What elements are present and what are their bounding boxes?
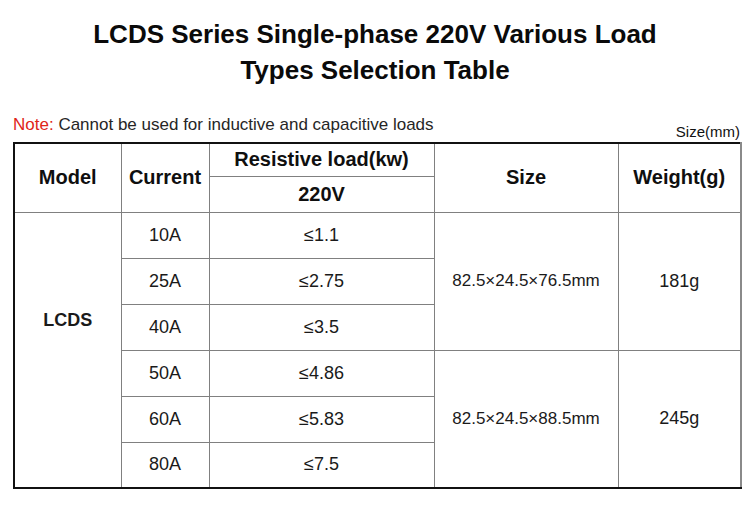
load-cell: ≤5.83 bbox=[209, 396, 434, 442]
current-cell: 80A bbox=[121, 442, 209, 488]
load-cell: ≤3.5 bbox=[209, 304, 434, 350]
current-cell: 50A bbox=[121, 350, 209, 396]
table-row: LCDS 10A ≤1.1 82.5×24.5×76.5mm 181g bbox=[14, 212, 741, 258]
current-cell: 40A bbox=[121, 304, 209, 350]
header-voltage: 220V bbox=[209, 176, 434, 212]
header-resistive-load: Resistive load(kw) bbox=[209, 143, 434, 176]
note-text: Cannot be used for inductive and capacit… bbox=[58, 115, 433, 134]
load-cell: ≤2.75 bbox=[209, 258, 434, 304]
header-row: Model Current Resistive load(kw) Size We… bbox=[14, 143, 741, 176]
load-cell: ≤7.5 bbox=[209, 442, 434, 488]
current-cell: 60A bbox=[121, 396, 209, 442]
size-cell: 82.5×24.5×88.5mm bbox=[434, 350, 618, 488]
weight-cell: 245g bbox=[618, 350, 741, 488]
page: LCDS Series Single-phase 220V Various Lo… bbox=[0, 16, 750, 489]
weight-cell: 181g bbox=[618, 212, 741, 350]
header-size: Size bbox=[434, 143, 618, 212]
current-cell: 10A bbox=[121, 212, 209, 258]
load-cell: ≤4.86 bbox=[209, 350, 434, 396]
header-weight: Weight(g) bbox=[618, 143, 741, 212]
header-model: Model bbox=[14, 143, 121, 212]
table-row: 50A ≤4.86 82.5×24.5×88.5mm 245g bbox=[14, 350, 741, 396]
title-line-1: LCDS Series Single-phase 220V Various Lo… bbox=[0, 16, 750, 52]
header-current: Current bbox=[121, 143, 209, 212]
meta-row: Note: Cannot be used for inductive and c… bbox=[13, 114, 740, 136]
page-title: LCDS Series Single-phase 220V Various Lo… bbox=[0, 16, 750, 88]
size-cell: 82.5×24.5×76.5mm bbox=[434, 212, 618, 350]
selection-table: Model Current Resistive load(kw) Size We… bbox=[13, 142, 742, 489]
note-label: Note: bbox=[13, 115, 54, 134]
title-line-2: Types Selection Table bbox=[0, 52, 750, 88]
load-cell: ≤1.1 bbox=[209, 212, 434, 258]
model-cell: LCDS bbox=[14, 212, 121, 488]
note: Note: Cannot be used for inductive and c… bbox=[13, 114, 434, 136]
size-unit-hint: Size(mm) bbox=[676, 123, 740, 140]
current-cell: 25A bbox=[121, 258, 209, 304]
